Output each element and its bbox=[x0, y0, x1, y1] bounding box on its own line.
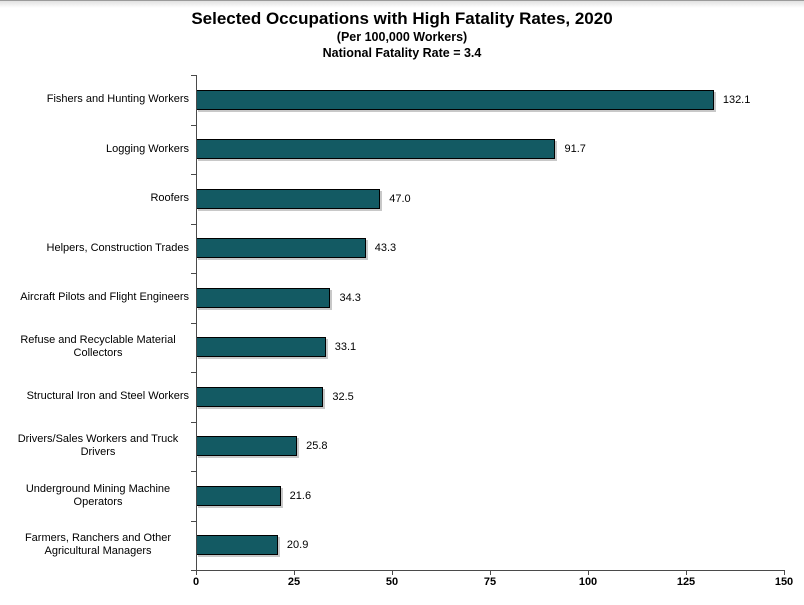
value-label: 47.0 bbox=[389, 192, 411, 205]
bar-row: Farmers, Ranchers and Other Agricultural… bbox=[0, 521, 784, 571]
x-axis-tick bbox=[196, 570, 197, 575]
bar bbox=[196, 436, 298, 457]
bar-row: Structural Iron and Steel Workers 32.5 bbox=[0, 372, 784, 422]
bar bbox=[196, 287, 331, 308]
y-axis-tick bbox=[191, 570, 196, 571]
y-axis-tick bbox=[191, 273, 196, 274]
bar bbox=[196, 485, 281, 506]
bar-track: 25.8 bbox=[196, 422, 784, 472]
x-tick-label: 50 bbox=[385, 576, 399, 588]
x-tick-label: 25 bbox=[287, 576, 301, 588]
bar bbox=[196, 386, 324, 407]
bar-track: 20.9 bbox=[196, 521, 784, 571]
category-label: Fishers and Hunting Workers bbox=[46, 93, 189, 106]
bar-row: Logging Workers 91.7 bbox=[0, 125, 784, 175]
x-tick-label: 75 bbox=[483, 576, 497, 588]
chart-header: Selected Occupations with High Fatality … bbox=[0, 8, 804, 62]
bar-track: 47.0 bbox=[196, 174, 784, 224]
bar-track: 21.6 bbox=[196, 471, 784, 521]
y-axis-tick bbox=[191, 422, 196, 423]
bar-rows: Fishers and Hunting Workers 132.1 Loggin… bbox=[0, 75, 784, 570]
bar-track: 32.5 bbox=[196, 372, 784, 422]
bar-row: Refuse and Recyclable Material Collector… bbox=[0, 323, 784, 373]
x-axis-tick bbox=[588, 570, 589, 575]
bar-row: Underground Mining Machine Operators 21.… bbox=[0, 471, 784, 521]
bar-row: Roofers 47.0 bbox=[0, 174, 784, 224]
y-axis-tick bbox=[191, 174, 196, 175]
y-axis-tick bbox=[191, 224, 196, 225]
bar-row: Fishers and Hunting Workers 132.1 bbox=[0, 75, 784, 125]
y-axis-tick bbox=[191, 372, 196, 373]
category-label: Underground Mining Machine Operators bbox=[25, 482, 171, 508]
y-axis-tick bbox=[191, 125, 196, 126]
bar-track: 33.1 bbox=[196, 323, 784, 373]
bar bbox=[196, 139, 556, 160]
y-axis-tick bbox=[191, 471, 196, 472]
plot-area: Fishers and Hunting Workers 132.1 Loggin… bbox=[0, 75, 784, 570]
y-axis bbox=[196, 75, 197, 571]
x-axis-tick bbox=[294, 570, 295, 575]
category-label: Refuse and Recyclable Material Collector… bbox=[20, 334, 176, 360]
bar bbox=[196, 535, 278, 556]
bar bbox=[196, 337, 326, 358]
bar-track: 34.3 bbox=[196, 273, 784, 323]
category-label: Drivers/Sales Workers and Truck Drivers bbox=[17, 433, 179, 459]
value-label: 43.3 bbox=[374, 242, 397, 255]
x-tick-label: 125 bbox=[676, 576, 696, 588]
bar-row: Aircraft Pilots and Flight Engineers 34.… bbox=[0, 273, 784, 323]
x-tick-label: 0 bbox=[192, 576, 200, 588]
value-label: 34.3 bbox=[339, 291, 361, 304]
x-axis-tick bbox=[784, 570, 785, 575]
value-label: 91.7 bbox=[564, 143, 586, 156]
bar bbox=[196, 188, 381, 209]
y-axis-tick bbox=[191, 323, 196, 324]
category-label: Helpers, Construction Trades bbox=[46, 241, 189, 254]
category-label: Structural Iron and Steel Workers bbox=[26, 390, 189, 403]
bar bbox=[196, 89, 714, 110]
value-label: 132.1 bbox=[722, 93, 751, 106]
value-label: 21.6 bbox=[289, 489, 312, 502]
bar-row: Helpers, Construction Trades 43.3 bbox=[0, 224, 784, 274]
x-tick-label: 100 bbox=[578, 576, 598, 588]
bar bbox=[196, 238, 366, 259]
chart-title: Selected Occupations with High Fatality … bbox=[191, 9, 613, 28]
category-label: Roofers bbox=[150, 192, 189, 205]
value-label: 32.5 bbox=[332, 390, 354, 403]
category-label: Aircraft Pilots and Flight Engineers bbox=[20, 291, 189, 304]
x-axis-tick bbox=[490, 570, 491, 575]
value-label: 20.9 bbox=[286, 539, 309, 552]
window-edge-divider bbox=[0, 0, 804, 8]
bar-track: 91.7 bbox=[196, 125, 784, 175]
y-axis-tick bbox=[191, 521, 196, 522]
value-label: 25.8 bbox=[306, 440, 328, 453]
value-label: 33.1 bbox=[334, 341, 357, 354]
category-label: Logging Workers bbox=[106, 142, 189, 155]
x-axis-tick bbox=[686, 570, 687, 575]
chart-subtitle: (Per 100,000 Workers) bbox=[336, 30, 468, 45]
x-tick-label: 150 bbox=[774, 576, 794, 588]
chart-national-rate-note: National Fatality Rate = 3.4 bbox=[322, 45, 482, 60]
bar-track: 132.1 bbox=[196, 75, 784, 125]
category-label: Farmers, Ranchers and Other Agricultural… bbox=[24, 532, 172, 558]
bar-row: Drivers/Sales Workers and Truck Drivers … bbox=[0, 422, 784, 472]
bar-track: 43.3 bbox=[196, 224, 784, 274]
x-axis-tick bbox=[392, 570, 393, 575]
y-axis-tick bbox=[191, 75, 196, 76]
